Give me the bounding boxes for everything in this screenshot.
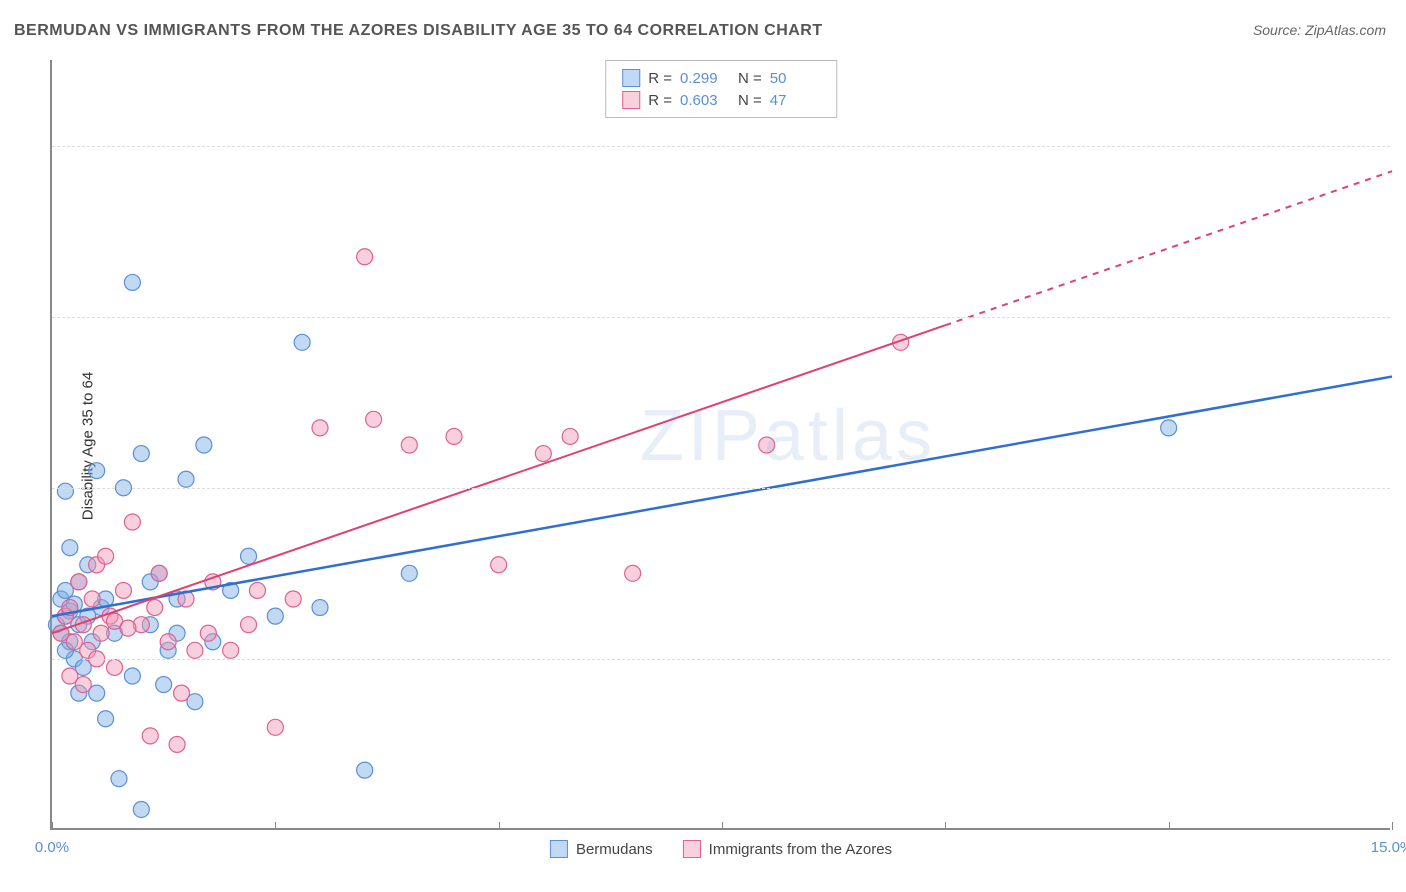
scatter-point bbox=[62, 540, 78, 556]
x-tick bbox=[52, 822, 53, 830]
scatter-point bbox=[759, 437, 775, 453]
scatter-point bbox=[120, 620, 136, 636]
scatter-point bbox=[178, 471, 194, 487]
legend-label-2: Immigrants from the Azores bbox=[709, 841, 892, 858]
source-name: ZipAtlas.com bbox=[1305, 22, 1386, 38]
scatter-point bbox=[142, 728, 158, 744]
scatter-point bbox=[223, 642, 239, 658]
scatter-point bbox=[401, 437, 417, 453]
scatter-point bbox=[93, 625, 109, 641]
plot-area: ZIPatlas R = 0.299 N = 50 R = 0.603 N = … bbox=[50, 60, 1390, 830]
swatch-pink bbox=[622, 91, 640, 109]
scatter-point bbox=[491, 557, 507, 573]
scatter-point bbox=[285, 591, 301, 607]
scatter-point bbox=[357, 762, 373, 778]
scatter-point bbox=[124, 274, 140, 290]
scatter-point bbox=[124, 668, 140, 684]
legend-item-1: Bermudans bbox=[550, 840, 653, 858]
r-value-1: 0.299 bbox=[680, 70, 730, 87]
scatter-point bbox=[57, 483, 73, 499]
scatter-point bbox=[267, 719, 283, 735]
chart-container: BERMUDAN VS IMMIGRANTS FROM THE AZORES D… bbox=[0, 0, 1406, 892]
gridline-h bbox=[52, 317, 1390, 318]
trend-line-dashed bbox=[945, 171, 1392, 325]
scatter-point bbox=[98, 711, 114, 727]
gridline-h bbox=[52, 146, 1390, 147]
scatter-point bbox=[187, 642, 203, 658]
scatter-point bbox=[151, 565, 167, 581]
gridline-h bbox=[52, 488, 1390, 489]
scatter-point bbox=[133, 801, 149, 817]
scatter-point bbox=[71, 574, 87, 590]
stats-row-series1: R = 0.299 N = 50 bbox=[622, 67, 820, 89]
scatter-point bbox=[115, 582, 131, 598]
scatter-point bbox=[1161, 420, 1177, 436]
scatter-point bbox=[267, 608, 283, 624]
scatter-point bbox=[133, 446, 149, 462]
swatch-blue bbox=[622, 69, 640, 87]
scatter-point bbox=[241, 548, 257, 564]
scatter-point bbox=[200, 625, 216, 641]
scatter-point bbox=[401, 565, 417, 581]
scatter-point bbox=[98, 548, 114, 564]
x-tick bbox=[722, 822, 723, 830]
n-value-2: 47 bbox=[770, 92, 820, 109]
stats-legend-box: R = 0.299 N = 50 R = 0.603 N = 47 bbox=[605, 60, 837, 118]
scatter-point bbox=[312, 420, 328, 436]
source-label: Source: ZipAtlas.com bbox=[1253, 22, 1386, 38]
legend-label-1: Bermudans bbox=[576, 841, 653, 858]
scatter-point bbox=[312, 600, 328, 616]
x-tick-label: 0.0% bbox=[35, 839, 69, 856]
scatter-point bbox=[107, 659, 123, 675]
r-value-2: 0.603 bbox=[680, 92, 730, 109]
scatter-point bbox=[196, 437, 212, 453]
scatter-point bbox=[294, 334, 310, 350]
scatter-point bbox=[156, 677, 172, 693]
scatter-point bbox=[241, 617, 257, 633]
scatter-point bbox=[169, 736, 185, 752]
legend-swatch-blue bbox=[550, 840, 568, 858]
scatter-point bbox=[147, 600, 163, 616]
scatter-point bbox=[174, 685, 190, 701]
x-tick bbox=[275, 822, 276, 830]
scatter-point bbox=[446, 428, 462, 444]
legend-swatch-pink bbox=[683, 840, 701, 858]
scatter-point bbox=[357, 249, 373, 265]
bottom-legend: Bermudans Immigrants from the Azores bbox=[550, 840, 892, 858]
x-tick bbox=[945, 822, 946, 830]
scatter-point bbox=[89, 463, 105, 479]
trend-line bbox=[52, 377, 1392, 617]
chart-title: BERMUDAN VS IMMIGRANTS FROM THE AZORES D… bbox=[14, 22, 823, 40]
stats-row-series2: R = 0.603 N = 47 bbox=[622, 89, 820, 111]
x-tick bbox=[1169, 822, 1170, 830]
x-tick-label: 15.0% bbox=[1371, 839, 1406, 856]
x-tick bbox=[1392, 822, 1393, 830]
scatter-point bbox=[535, 446, 551, 462]
scatter-point bbox=[160, 634, 176, 650]
plot-svg bbox=[52, 60, 1390, 828]
x-tick bbox=[499, 822, 500, 830]
scatter-point bbox=[124, 514, 140, 530]
scatter-point bbox=[625, 565, 641, 581]
gridline-h bbox=[52, 659, 1390, 660]
legend-item-2: Immigrants from the Azores bbox=[683, 840, 892, 858]
scatter-point bbox=[75, 677, 91, 693]
scatter-point bbox=[111, 771, 127, 787]
scatter-point bbox=[84, 591, 100, 607]
scatter-point bbox=[562, 428, 578, 444]
scatter-point bbox=[249, 582, 265, 598]
n-value-1: 50 bbox=[770, 70, 820, 87]
scatter-point bbox=[366, 411, 382, 427]
